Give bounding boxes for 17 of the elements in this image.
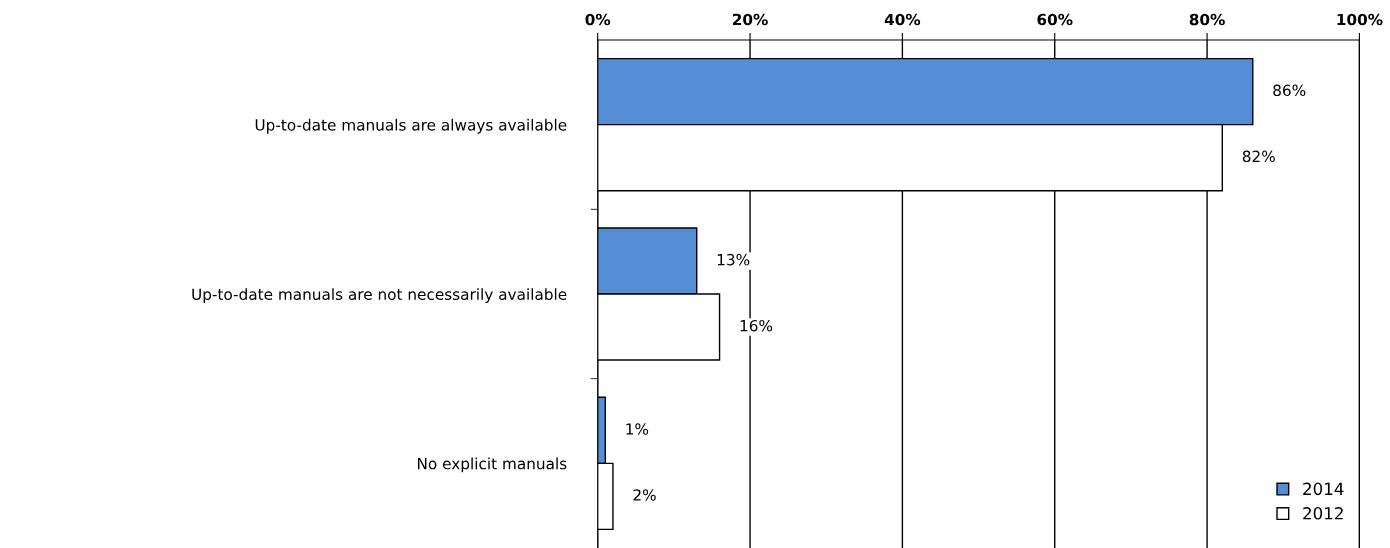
data-label: 86% [1273,84,1306,97]
x-tick-label: 80% [1189,13,1225,26]
data-label: 82% [1242,150,1275,163]
x-tick-label: 20% [732,13,768,26]
data-label: 1% [626,423,649,435]
x-tick-label: 100% [1337,13,1383,26]
legend-label: 2012 [1303,507,1343,520]
data-label: 13% [717,253,750,266]
y-tick-label: Up-to-date manuals are always available [255,118,567,134]
y-tick-label: No explicit manuals [417,457,567,473]
x-tick-label: 60% [1037,13,1073,26]
data-label: 2% [633,489,656,501]
data-label: 16% [740,319,773,332]
x-tick-label: 0% [585,13,611,26]
x-tick-label: 40% [884,13,921,26]
legend-label: 2014 [1303,482,1344,496]
y-tick-label: Up-to-date manuals are not necessarily available [192,288,567,303]
